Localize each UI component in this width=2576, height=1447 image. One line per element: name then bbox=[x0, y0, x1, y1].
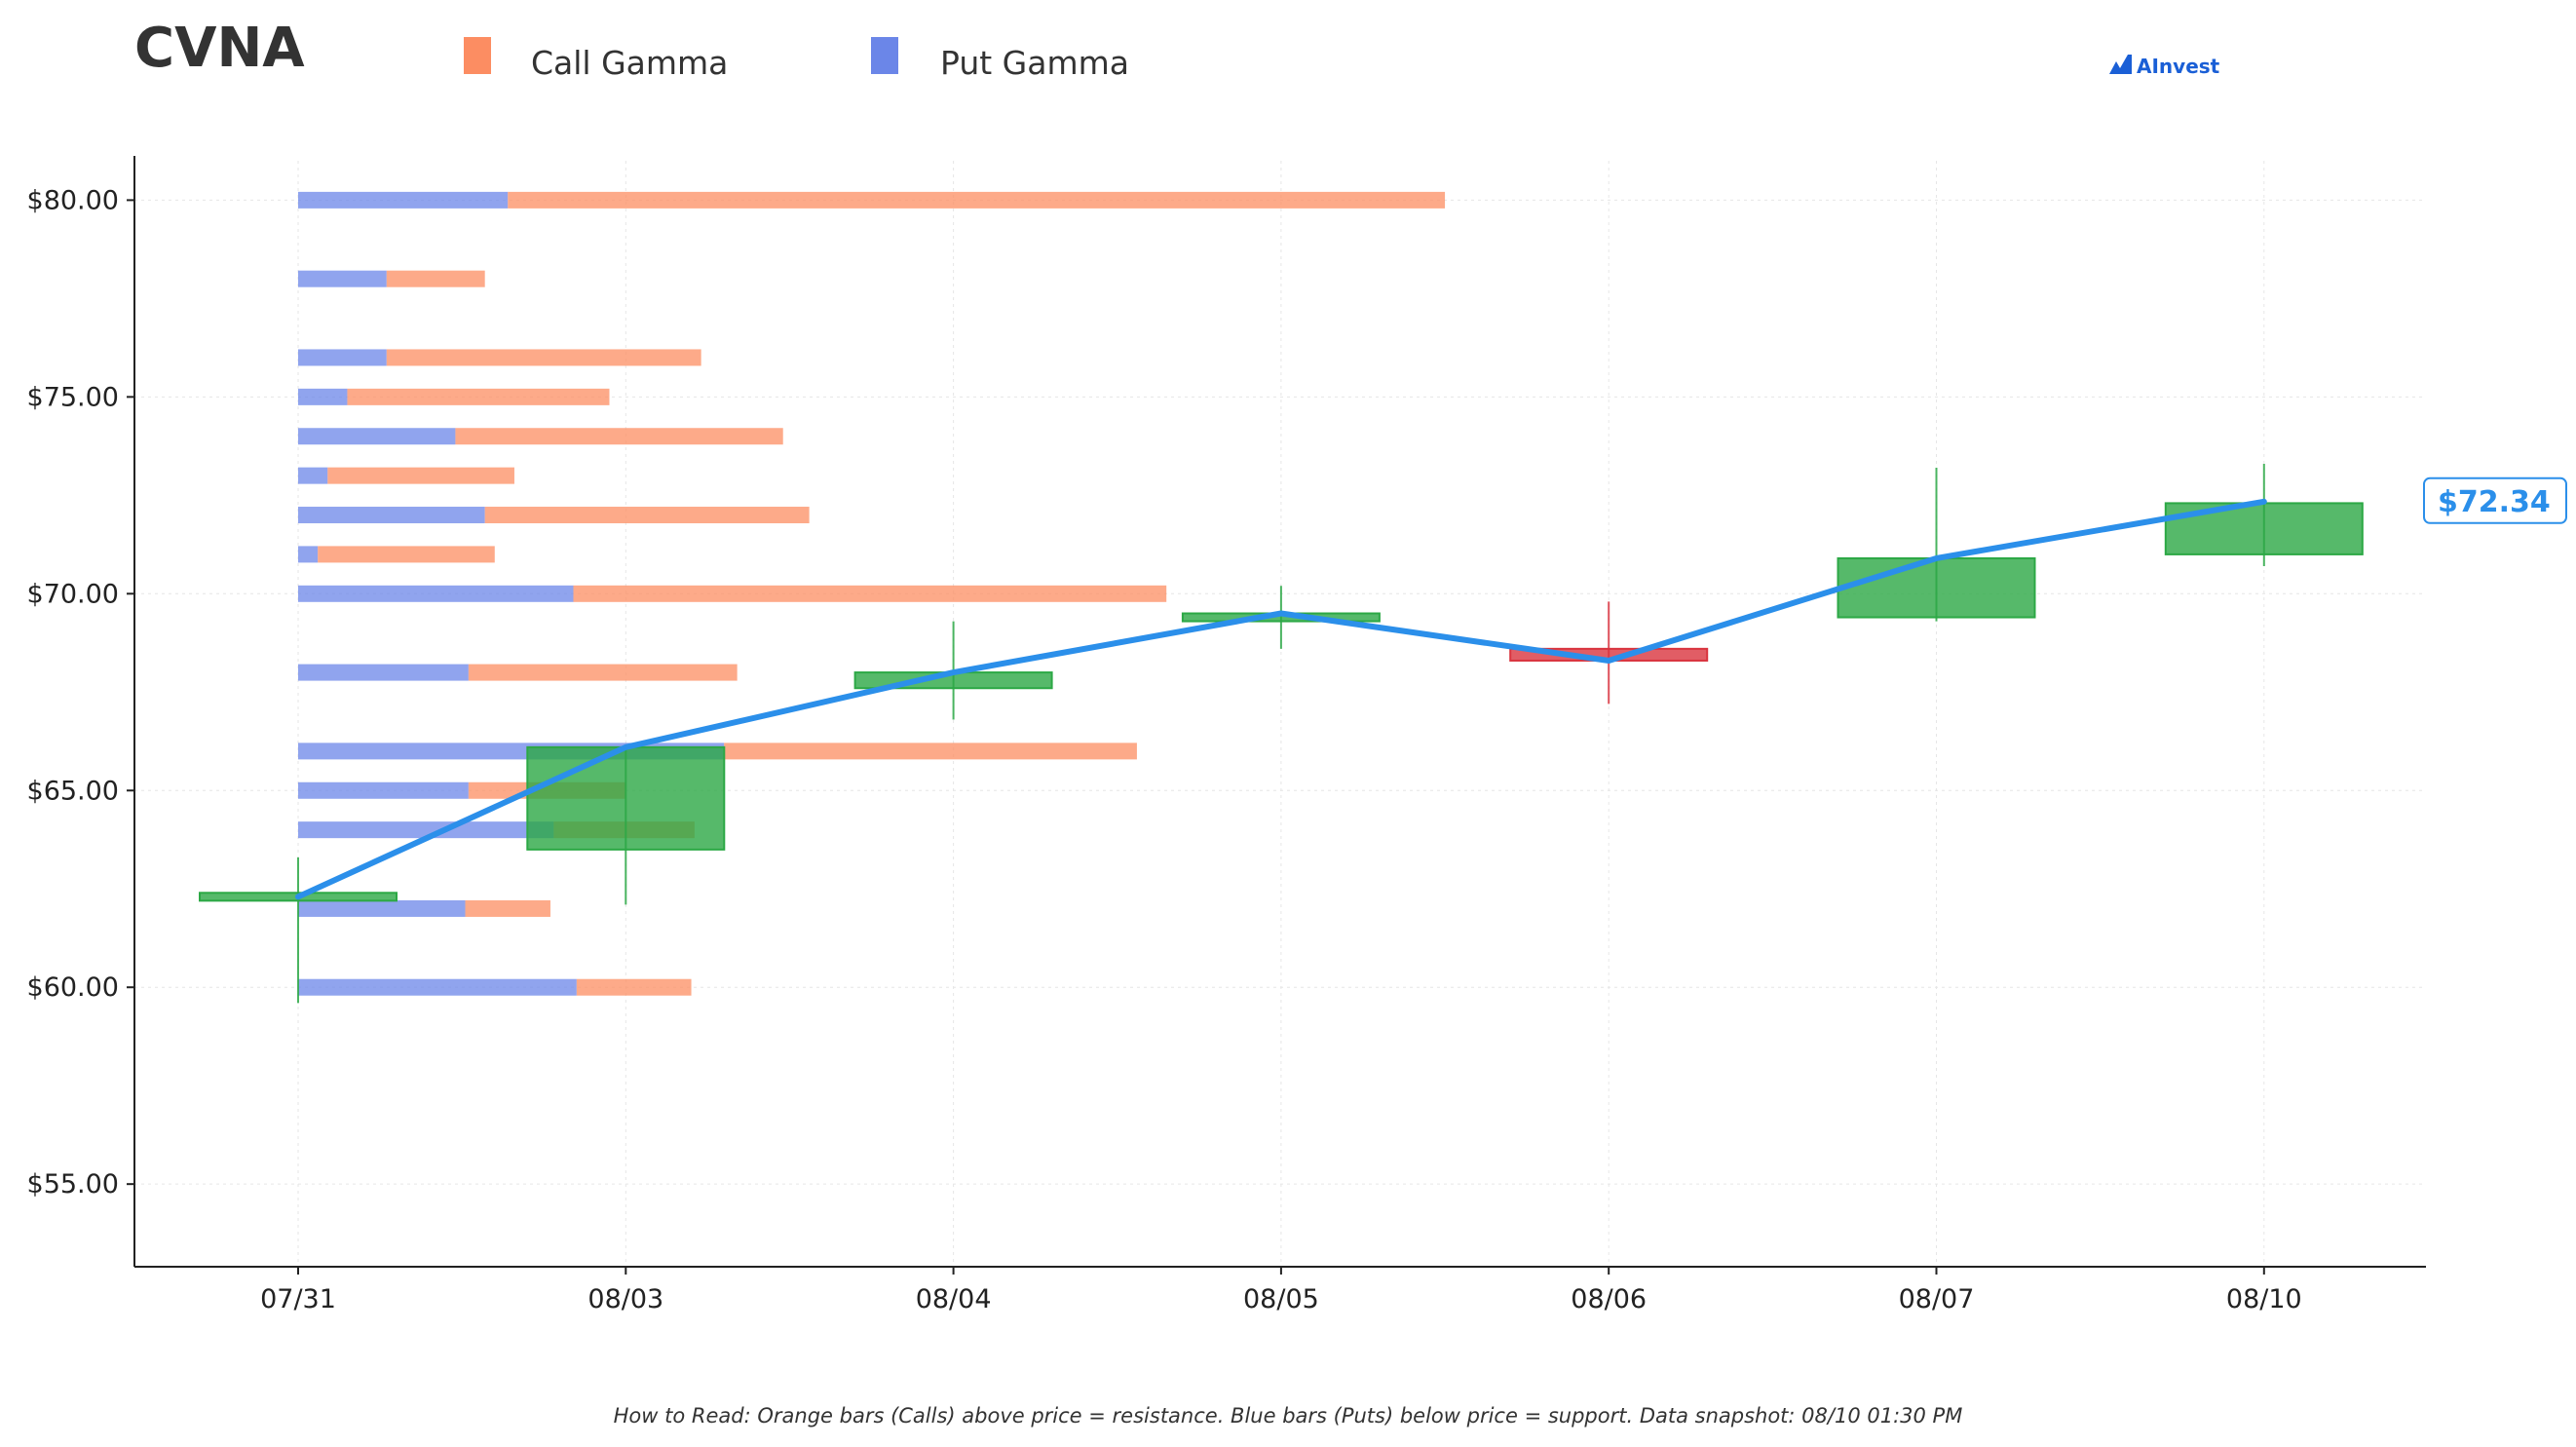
y-tick-label: $70.00 bbox=[27, 579, 119, 609]
put-gamma-bar bbox=[298, 191, 509, 209]
price-line bbox=[295, 498, 2267, 900]
gamma-bars bbox=[298, 191, 1446, 996]
put-gamma-bar bbox=[298, 388, 348, 405]
axes: $55.00 $60.00 $65.00 $70.00 $75.00 $80.00 07/3… bbox=[27, 156, 2426, 1314]
put-gamma-bar bbox=[298, 585, 574, 602]
y-tick-label: $75.00 bbox=[27, 382, 119, 412]
put-gamma-bar bbox=[298, 899, 466, 917]
call-gamma-bar bbox=[508, 191, 1446, 209]
grid bbox=[134, 161, 2426, 1267]
x-tick-label: 07/31 bbox=[260, 1284, 336, 1314]
legend-call-label: Call Gamma bbox=[531, 44, 728, 82]
y-tick-label: $60.00 bbox=[27, 972, 119, 1003]
x-tick-label: 08/03 bbox=[587, 1284, 663, 1314]
x-tick-label: 08/05 bbox=[1243, 1284, 1319, 1314]
put-gamma-bar bbox=[298, 270, 387, 287]
price-polyline bbox=[295, 498, 2267, 900]
legend-call-swatch bbox=[464, 37, 491, 74]
candle-body bbox=[526, 745, 726, 851]
call-gamma-bar bbox=[327, 467, 514, 484]
footnote: How to Read: Orange bars (Calls) above p… bbox=[614, 1404, 1963, 1428]
legend-put-swatch bbox=[871, 37, 898, 74]
put-gamma-bar bbox=[298, 467, 328, 484]
put-gamma-bar bbox=[298, 781, 469, 799]
call-gamma-bar bbox=[484, 507, 810, 524]
call-gamma-bar bbox=[347, 388, 610, 405]
call-gamma-bar bbox=[465, 899, 550, 917]
call-gamma-bar bbox=[386, 349, 701, 366]
put-gamma-bar bbox=[298, 507, 485, 524]
call-gamma-bar bbox=[468, 664, 738, 681]
last-price-badge: $72.34 bbox=[2423, 476, 2567, 524]
candle-body bbox=[1837, 556, 2036, 619]
call-gamma-bar bbox=[724, 743, 1137, 760]
chart-title: CVNA bbox=[134, 17, 305, 80]
call-gamma-bar bbox=[386, 270, 485, 287]
legend-put-label: Put Gamma bbox=[940, 44, 1129, 82]
put-gamma-bar bbox=[298, 349, 387, 366]
x-tick-label: 08/07 bbox=[1899, 1284, 1975, 1314]
put-gamma-bar bbox=[298, 664, 469, 681]
put-gamma-bar bbox=[298, 978, 577, 996]
brand-label: AInvest bbox=[2137, 55, 2220, 78]
put-gamma-bar bbox=[298, 428, 456, 445]
call-gamma-bar bbox=[455, 428, 783, 445]
x-tick-label: 08/10 bbox=[2226, 1284, 2302, 1314]
y-tick-label: $55.00 bbox=[27, 1169, 119, 1199]
x-tick-label: 08/04 bbox=[916, 1284, 992, 1314]
last-price-label: $72.34 bbox=[2438, 485, 2551, 519]
y-tick-label: $80.00 bbox=[27, 185, 119, 215]
x-tick-label: 08/06 bbox=[1571, 1284, 1647, 1314]
y-tick-label: $65.00 bbox=[27, 776, 119, 806]
ainvest-logo-icon bbox=[2109, 55, 2132, 74]
call-gamma-bar bbox=[573, 585, 1167, 602]
call-gamma-bar bbox=[318, 546, 495, 563]
put-gamma-bar bbox=[298, 546, 319, 563]
call-gamma-bar bbox=[576, 978, 692, 996]
last-price-box bbox=[2423, 476, 2567, 524]
legend: Call Gamma Put Gamma bbox=[464, 37, 1129, 82]
brand-logo: AInvest bbox=[2109, 55, 2220, 78]
put-gamma-bar bbox=[298, 821, 554, 839]
